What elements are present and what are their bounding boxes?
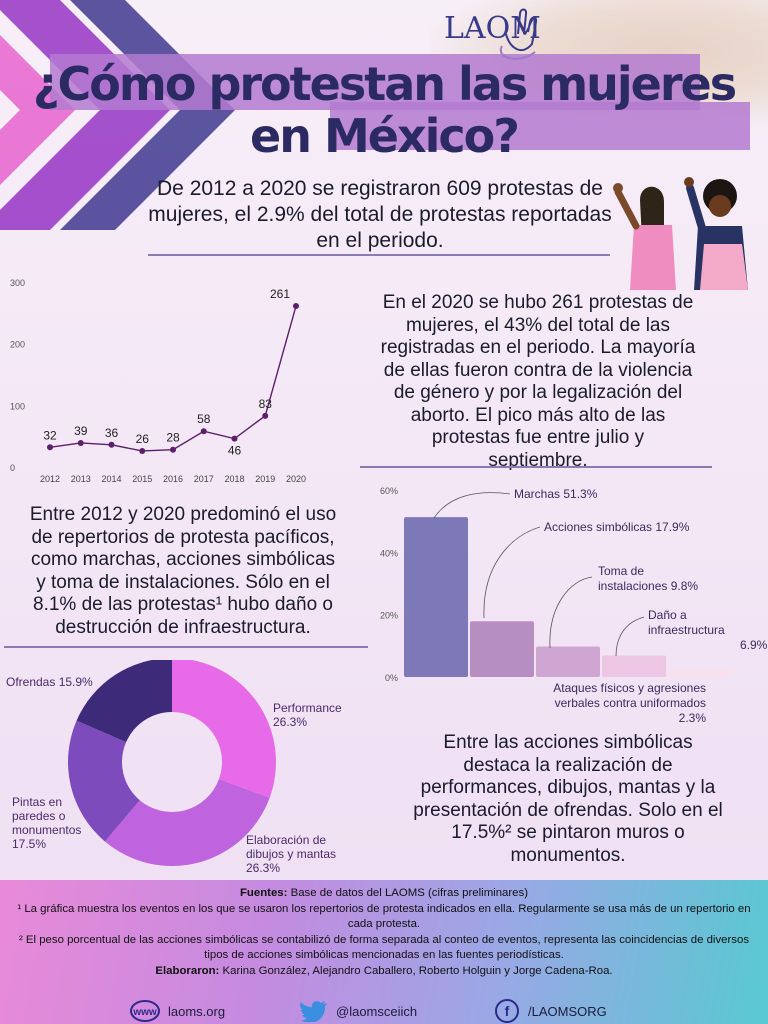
data-point bbox=[139, 447, 146, 454]
slice-label: monumentos bbox=[12, 823, 81, 837]
title-banner bbox=[50, 54, 750, 150]
data-label: 28 bbox=[166, 431, 180, 445]
svg-text:www: www bbox=[132, 1007, 157, 1018]
y-tick-label: 0 bbox=[10, 463, 15, 473]
y-tick-label: 200 bbox=[10, 340, 25, 350]
bar bbox=[668, 669, 732, 677]
footer bbox=[0, 880, 768, 1024]
slice-label: Ofrendas 15.9% bbox=[6, 675, 93, 689]
y-tick-label: 0% bbox=[385, 673, 398, 683]
x-tick-label: 2014 bbox=[101, 474, 121, 484]
slice-label: 26.3% bbox=[273, 715, 307, 729]
x-tick-label: 2016 bbox=[163, 474, 183, 484]
bar-label: Marchas 51.3% bbox=[514, 487, 598, 501]
page-title: ¿Cómo protestan las mujeres en México? bbox=[32, 57, 737, 163]
bar-label: Ataques físicos y agresiones bbox=[553, 681, 706, 695]
website-link[interactable]: www laoms.org bbox=[130, 1000, 225, 1022]
laoms-logo: LAOMS bbox=[444, 8, 540, 60]
repertoires-bar-chart: 0% 20% 40% 60% Marchas 51.3% Acciones simbóli… bbox=[380, 486, 768, 725]
slice-label: paredes o bbox=[12, 809, 66, 823]
twitter-icon bbox=[300, 1001, 327, 1022]
x-tick-label: 2012 bbox=[40, 474, 60, 484]
bar bbox=[470, 621, 534, 677]
data-point bbox=[77, 439, 84, 446]
intro-text: De 2012 a 2020 se registraron 609 protes… bbox=[148, 177, 612, 252]
slice-label: 17.5% bbox=[12, 837, 46, 851]
x-tick-label: 2019 bbox=[255, 474, 275, 484]
facebook-link[interactable]: f /LAOMSORG bbox=[494, 999, 607, 1023]
y-tick-label: 40% bbox=[380, 548, 398, 558]
data-label: 261 bbox=[270, 287, 290, 301]
data-point bbox=[231, 435, 238, 442]
footer-notes: Fuentes: Base de datos del LAOMS (cifras… bbox=[8, 886, 760, 979]
data-point bbox=[200, 428, 207, 435]
twitter-link[interactable]: @laomsceiich bbox=[300, 1000, 417, 1022]
annotation-arrow bbox=[615, 616, 645, 657]
data-point bbox=[170, 446, 176, 453]
donut-slice bbox=[67, 720, 140, 842]
y-tick-label: 60% bbox=[380, 486, 398, 496]
data-label: 32 bbox=[43, 428, 57, 442]
paragraph-simbolicas: Entre las acciones simbólicas destaca la… bbox=[413, 732, 723, 866]
data-point bbox=[293, 303, 299, 310]
twitter-handle: @laomsceiich bbox=[336, 1003, 418, 1019]
bar bbox=[602, 655, 666, 677]
data-label: 46 bbox=[228, 444, 242, 458]
y-tick-label: 300 bbox=[10, 278, 25, 288]
donut-slice bbox=[76, 660, 172, 743]
data-point bbox=[47, 444, 53, 451]
footnote-2: ² El peso porcentual de las acciones sim… bbox=[18, 933, 750, 962]
paragraph-repertorios: Entre 2012 y 2020 predominó el uso de re… bbox=[29, 504, 337, 638]
slice-label: 26.3% bbox=[246, 861, 280, 875]
facebook-icon: f bbox=[495, 999, 519, 1023]
annotation-arrow bbox=[483, 526, 541, 619]
x-tick-label: 2017 bbox=[194, 474, 214, 484]
donut-slice bbox=[104, 779, 270, 866]
divider bbox=[148, 254, 610, 256]
bar-label: infraestructura bbox=[648, 623, 725, 637]
data-label: 36 bbox=[105, 426, 119, 440]
donut-slice bbox=[172, 660, 276, 798]
divider bbox=[4, 646, 368, 648]
footnote-1: ¹ La gráfica muestra los eventos en los … bbox=[17, 902, 751, 931]
x-tick-label: 2015 bbox=[132, 474, 152, 484]
data-point bbox=[262, 412, 269, 419]
bar-label: 6.9% bbox=[740, 638, 768, 652]
x-tick-label: 2020 bbox=[286, 474, 306, 484]
women-illustration bbox=[613, 177, 748, 290]
facebook-handle: /LAOMSORG bbox=[528, 1003, 607, 1019]
data-label: 39 bbox=[74, 424, 88, 438]
svg-text:f: f bbox=[505, 1003, 510, 1019]
bar bbox=[404, 517, 468, 677]
bar-label: instalaciones 9.8% bbox=[598, 579, 698, 593]
data-label: 58 bbox=[197, 412, 211, 426]
data-point bbox=[108, 441, 115, 448]
annotation-arrow bbox=[433, 492, 511, 519]
data-label: 83 bbox=[259, 397, 273, 411]
slice-label: Performance bbox=[273, 701, 342, 715]
bar-label: Toma de bbox=[598, 564, 644, 578]
bar-label: Acciones simbólicas 17.9% bbox=[544, 520, 690, 534]
slice-label: Pintas en bbox=[12, 795, 62, 809]
data-label: 26 bbox=[136, 432, 150, 446]
website-text: laoms.org bbox=[168, 1003, 226, 1019]
slice-label: dibujos y mantas bbox=[246, 847, 336, 861]
x-tick-label: 2013 bbox=[71, 474, 91, 484]
bar bbox=[536, 646, 600, 677]
bar-label: 2.3% bbox=[679, 711, 707, 725]
globe-icon: www bbox=[130, 1000, 160, 1022]
chevron-decoration bbox=[0, 0, 235, 230]
paragraph-2020: En el 2020 se hubo 261 protestas de muje… bbox=[380, 292, 696, 471]
annotation-arrow bbox=[549, 576, 593, 649]
y-tick-label: 20% bbox=[380, 611, 398, 621]
bar-label: Daño a bbox=[648, 608, 687, 622]
y-tick-label: 100 bbox=[10, 401, 25, 411]
x-tick-label: 2018 bbox=[224, 474, 244, 484]
protests-per-year-line-chart: 0 100 200 300 2012 2013 2014 2015 2016 2017 2018 20… bbox=[10, 278, 306, 484]
bar-label: verbales contra uniformados bbox=[555, 696, 706, 710]
slice-label: Elaboración de bbox=[246, 833, 326, 847]
divider bbox=[360, 466, 712, 468]
